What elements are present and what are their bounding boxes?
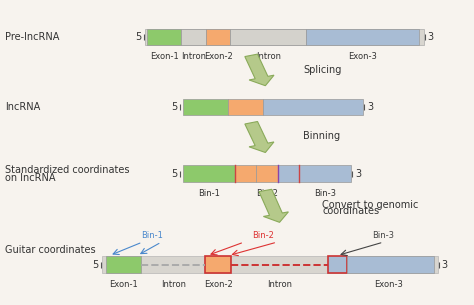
Bar — [306, 29, 419, 45]
Text: 3: 3 — [367, 102, 373, 112]
Text: Bin-2: Bin-2 — [252, 231, 274, 240]
Text: Bin-2: Bin-2 — [256, 189, 278, 198]
Text: coordinates: coordinates — [322, 206, 379, 216]
FancyArrow shape — [259, 189, 288, 222]
Bar — [228, 99, 264, 115]
Text: Bin-3: Bin-3 — [373, 231, 394, 240]
Bar — [206, 29, 230, 45]
Bar — [205, 257, 231, 273]
Text: 3: 3 — [355, 169, 361, 179]
Text: Exon-3: Exon-3 — [348, 52, 377, 61]
Text: Bin-1: Bin-1 — [198, 189, 220, 198]
Text: Pre-lncRNA: Pre-lncRNA — [5, 32, 60, 42]
Text: 5: 5 — [92, 260, 99, 270]
Bar — [147, 29, 181, 45]
Text: Exon-2: Exon-2 — [204, 52, 232, 61]
Bar — [278, 165, 299, 182]
Text: Splicing: Splicing — [303, 65, 342, 75]
Bar — [299, 165, 351, 182]
Text: Guitar coordinates: Guitar coordinates — [5, 245, 96, 255]
Text: Bin-3: Bin-3 — [314, 189, 336, 198]
FancyArrow shape — [245, 54, 274, 86]
Text: Intron: Intron — [161, 280, 186, 289]
Text: Intron: Intron — [255, 52, 281, 61]
Bar — [106, 257, 141, 273]
Text: Bin-1: Bin-1 — [141, 231, 163, 240]
Text: Exon-1: Exon-1 — [150, 52, 179, 61]
Bar — [183, 99, 228, 115]
Text: Binning: Binning — [303, 131, 340, 142]
Text: Intron: Intron — [181, 52, 206, 61]
Text: Exon-1: Exon-1 — [109, 280, 138, 289]
Text: 5: 5 — [135, 32, 141, 42]
Text: 5: 5 — [171, 102, 177, 112]
Text: 5: 5 — [171, 169, 177, 179]
Text: Exon-2: Exon-2 — [204, 280, 232, 289]
Bar — [235, 165, 256, 182]
Bar — [102, 257, 438, 273]
Bar — [256, 165, 278, 182]
Bar — [183, 165, 235, 182]
Text: Intron: Intron — [267, 280, 292, 289]
Bar — [264, 99, 363, 115]
FancyArrow shape — [245, 121, 274, 152]
Bar — [230, 29, 306, 45]
Text: lncRNA: lncRNA — [5, 102, 41, 112]
Text: 3: 3 — [442, 260, 448, 270]
Bar — [145, 29, 424, 45]
Text: Convert to genomic: Convert to genomic — [322, 200, 419, 210]
Text: 3: 3 — [428, 32, 434, 42]
Text: Exon-3: Exon-3 — [374, 280, 403, 289]
Bar — [181, 29, 206, 45]
Text: on lncRNA: on lncRNA — [5, 173, 56, 183]
Bar — [328, 257, 346, 273]
Text: Standardized coordinates: Standardized coordinates — [5, 165, 130, 175]
Bar — [346, 257, 434, 273]
